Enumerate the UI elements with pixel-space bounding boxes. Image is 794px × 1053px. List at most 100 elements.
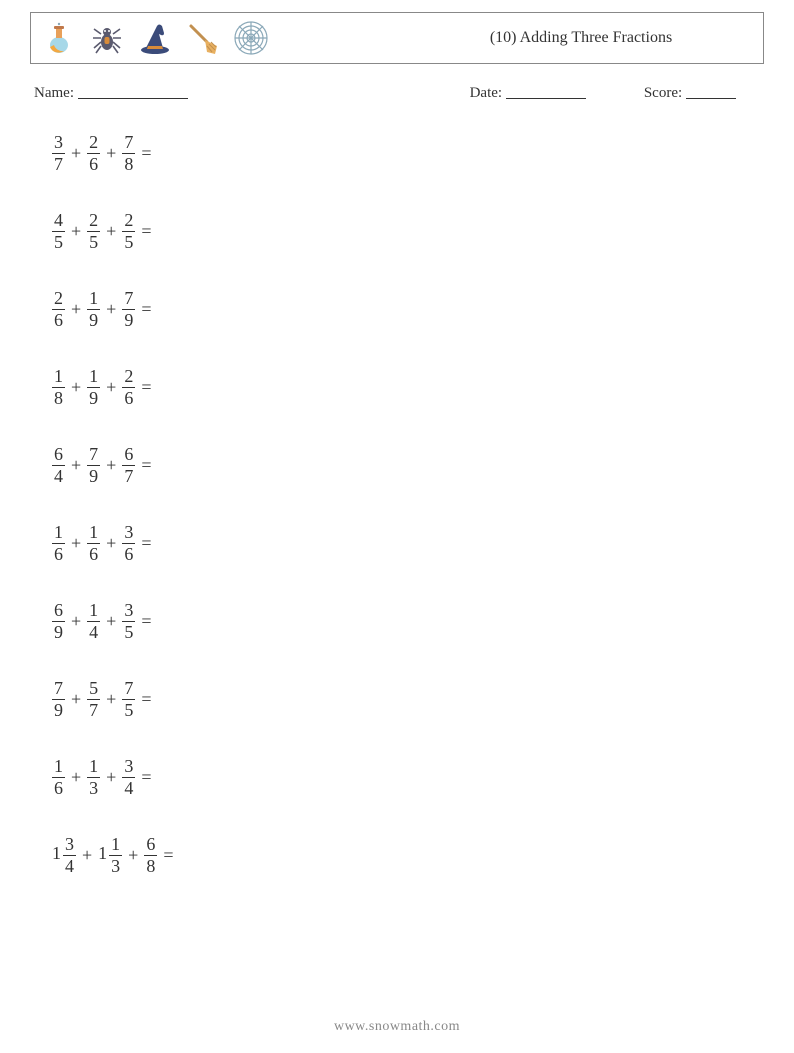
equals-sign: = [141,299,151,320]
numerator: 1 [109,835,122,854]
broom-icon [185,20,221,56]
denominator: 9 [52,701,65,720]
plus-operator: + [106,767,116,788]
plus-operator: + [71,767,81,788]
plus-operator: + [71,299,81,320]
numerator: 3 [122,523,135,542]
numerator: 6 [144,835,157,854]
denominator: 5 [122,623,135,642]
numerator: 1 [52,367,65,386]
mixed-whole: 1 [52,843,61,863]
fraction: 79 [87,445,100,486]
score-label: Score: [644,85,682,101]
denominator: 5 [87,233,100,252]
numerator: 5 [87,679,100,698]
numerator: 6 [52,445,65,464]
name-underline [78,84,188,99]
denominator: 5 [122,233,135,252]
score-field: Score: [644,82,760,102]
fraction: 14 [87,601,100,642]
problem-row: 64+79+67= [52,442,764,488]
denominator: 6 [52,779,65,798]
equals-sign: = [141,143,151,164]
numerator: 3 [52,133,65,152]
denominator: 9 [87,467,100,486]
denominator: 6 [122,545,135,564]
plus-operator: + [106,377,116,398]
fraction: 25 [122,211,135,252]
denominator: 7 [122,467,135,486]
numerator: 1 [52,757,65,776]
footer-credit: www.snowmath.com [0,1019,794,1035]
denominator: 9 [87,389,100,408]
equals-sign: = [141,611,151,632]
problem-row: 69+14+35= [52,598,764,644]
fraction: 18 [52,367,65,408]
denominator: 5 [122,701,135,720]
date-underline [506,84,586,99]
plus-operator: + [106,533,116,554]
fraction: 69 [52,601,65,642]
plus-operator: + [71,533,81,554]
numerator: 3 [122,601,135,620]
fraction: 34 [63,835,76,876]
spider-web-icon [233,20,269,56]
denominator: 6 [52,311,65,330]
numerator: 2 [52,289,65,308]
numerator: 4 [52,211,65,230]
denominator: 9 [87,311,100,330]
plus-operator: + [71,611,81,632]
denominator: 4 [63,857,76,876]
problem-row: 18+19+26= [52,364,764,410]
equals-sign: = [141,221,151,242]
plus-operator: + [106,299,116,320]
worksheet-title: (10) Adding Three Fractions [269,29,753,47]
fraction: 35 [122,601,135,642]
fraction: 37 [52,133,65,174]
problem-row: 134+113+68= [52,832,764,878]
date-label: Date: [470,85,502,101]
fraction: 67 [122,445,135,486]
denominator: 6 [87,155,100,174]
witch-hat-icon [137,20,173,56]
mixed-whole: 1 [98,843,107,863]
plus-operator: + [106,455,116,476]
plus-operator: + [82,845,92,866]
name-label: Name: [34,85,74,101]
equals-sign: = [141,689,151,710]
denominator: 7 [52,155,65,174]
fraction: 75 [122,679,135,720]
numerator: 1 [87,601,100,620]
plus-operator: + [71,689,81,710]
problem-row: 45+25+25= [52,208,764,254]
numerator: 1 [87,289,100,308]
name-field: Name: [34,82,470,102]
plus-operator: + [71,455,81,476]
problem-row: 37+26+78= [52,130,764,176]
equals-sign: = [141,455,151,476]
plus-operator: + [106,221,116,242]
fraction: 79 [52,679,65,720]
denominator: 8 [144,857,157,876]
plus-operator: + [106,611,116,632]
numerator: 2 [122,367,135,386]
plus-operator: + [71,377,81,398]
denominator: 6 [52,545,65,564]
numerator: 1 [52,523,65,542]
problems-list: 37+26+78=45+25+25=26+19+79=18+19+26=64+7… [30,130,764,878]
plus-operator: + [71,221,81,242]
header-icons [41,20,269,56]
header-box: (10) Adding Three Fractions [30,12,764,64]
denominator: 4 [52,467,65,486]
numerator: 6 [122,445,135,464]
fraction: 45 [52,211,65,252]
fraction: 16 [52,523,65,564]
denominator: 6 [122,389,135,408]
denominator: 8 [52,389,65,408]
denominator: 4 [122,779,135,798]
denominator: 9 [52,623,65,642]
numerator: 7 [122,133,135,152]
numerator: 1 [87,757,100,776]
plus-operator: + [71,143,81,164]
problem-row: 16+16+36= [52,520,764,566]
